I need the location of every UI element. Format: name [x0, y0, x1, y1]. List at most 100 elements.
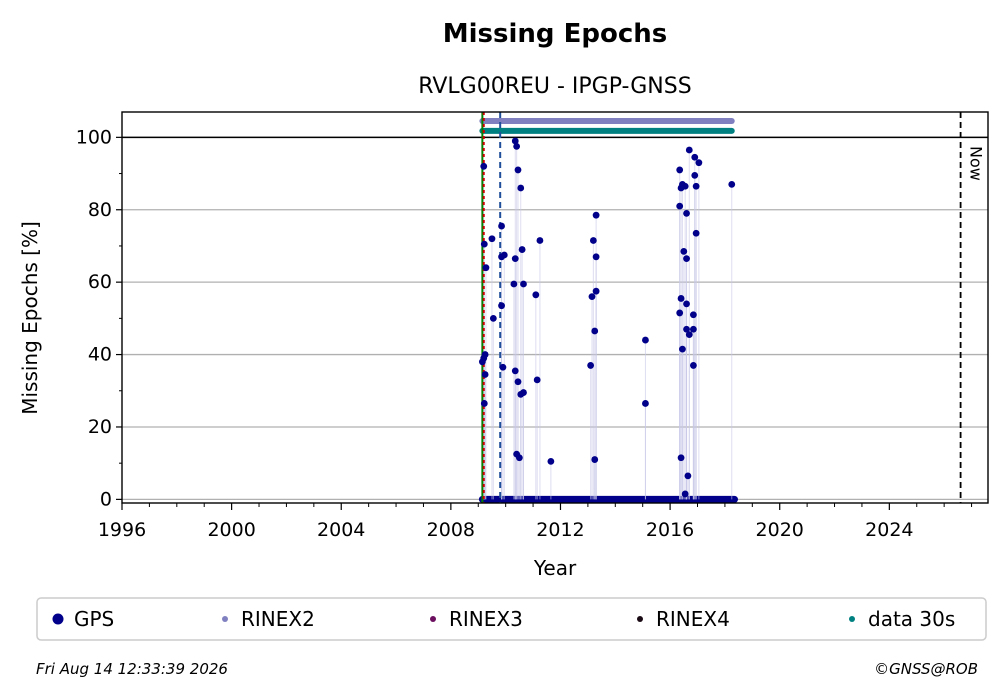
event-lines: Now	[481, 112, 986, 503]
gps-point-64	[679, 345, 686, 353]
gps-point-10	[498, 222, 505, 230]
x-tick-label-2000: 2000	[207, 519, 255, 541]
axes: 0 20 40 60 80 100 1996 2000 2004 2008 2012 2016 2020…	[76, 111, 989, 541]
chart-subtitle: RVLG00REU - IPGP-GNSS	[418, 74, 691, 99]
legend-label-2: RINEX3	[449, 607, 523, 631]
x-axis-label: Year	[533, 556, 577, 580]
gps-point-56	[692, 229, 700, 237]
gps-point-8	[488, 235, 496, 243]
gps-point-57	[677, 295, 685, 302]
gps-point-39	[587, 362, 595, 369]
gps-point-38	[591, 327, 599, 335]
x-tick-label-2020: 2020	[756, 519, 804, 541]
gps-point-23	[511, 367, 519, 375]
gps-point-63	[685, 331, 693, 339]
footer-credit: ©GNSS@ROB	[874, 660, 978, 678]
grid-lines	[122, 136, 988, 501]
gps-point-62	[689, 325, 697, 333]
gps-point-26	[520, 389, 527, 396]
gps-point-42	[642, 400, 649, 407]
gps-point-58	[683, 300, 690, 308]
legend-label-3: RINEX4	[656, 607, 730, 631]
gps-point-47	[676, 202, 684, 210]
legend-box	[36, 597, 987, 641]
gps-point-65	[689, 362, 697, 369]
gps-point-68	[681, 490, 689, 498]
gps-point-7	[480, 400, 488, 407]
y-tick-label-80: 80	[88, 199, 112, 221]
gps-point-29	[536, 237, 544, 244]
gps-point-34	[589, 237, 597, 244]
footer-timestamp: Fri Aug 14 12:33:39 2026	[36, 660, 228, 678]
gps-point-18	[517, 184, 525, 192]
legend-label-4: data 30s	[868, 607, 955, 631]
gps-point-55	[683, 255, 690, 263]
y-axis-label: Missing Epochs [%]	[18, 221, 42, 415]
gps-point-9	[489, 314, 497, 322]
legend-marker-4	[849, 616, 855, 622]
gps-point-32	[547, 457, 555, 465]
gps-point-59	[676, 309, 684, 317]
gps-point-3	[480, 162, 488, 170]
gps-point-33	[592, 211, 600, 219]
gps-point-69	[728, 181, 736, 188]
gps-point-14	[499, 363, 507, 371]
y-tick-label-60: 60	[88, 271, 112, 293]
gps-point-31	[533, 376, 541, 384]
now-label: Now	[967, 146, 986, 181]
gps-point-12	[500, 251, 508, 259]
y-tick-label-40: 40	[88, 344, 112, 366]
gps-point-41	[642, 336, 649, 344]
gps-point-53	[692, 182, 700, 190]
gps-point-20	[518, 246, 526, 253]
legend-marker-2	[430, 616, 436, 622]
x-tick-label-2024: 2024	[865, 519, 913, 541]
gps-point-28	[515, 454, 523, 462]
gps-point-15	[511, 137, 519, 145]
legend-label-0: GPS	[74, 607, 114, 631]
legend-marker-3	[637, 616, 643, 622]
gps-point-43	[676, 166, 684, 174]
gps-point-61	[683, 325, 690, 333]
plot-frame	[121, 111, 989, 504]
chart-title: Missing Epochs	[443, 19, 667, 49]
gps-point-54	[680, 247, 688, 255]
gps-point-48	[683, 209, 690, 217]
gps-point-37	[588, 293, 596, 301]
legend: GPS RINEX2 RINEX3 RINEX4 data 30s	[36, 597, 987, 641]
gps-point-52	[691, 171, 699, 179]
gps-point-13	[498, 302, 505, 310]
gps-point-40	[591, 456, 599, 463]
gps-point-2	[481, 351, 489, 358]
gps-point-36	[592, 287, 600, 295]
gps-point-16	[513, 142, 521, 150]
gps-point-30	[532, 291, 540, 299]
x-tick-label-2004: 2004	[317, 519, 365, 541]
gps-point-35	[592, 253, 600, 261]
legend-marker-1	[222, 616, 228, 622]
x-tick-label-1996: 1996	[98, 519, 146, 541]
gps-points	[478, 137, 736, 498]
gps-point-17	[514, 166, 522, 174]
gps-point-50	[691, 153, 699, 161]
gps-point-51	[695, 159, 703, 167]
y-tick-label-20: 20	[88, 416, 112, 438]
y-tick-label-100: 100	[76, 126, 112, 148]
legend-marker-0	[52, 613, 64, 625]
gps-point-66	[677, 454, 685, 462]
gps-point-4	[480, 240, 488, 248]
data-bars	[478, 118, 739, 503]
gps-point-22	[520, 280, 527, 288]
point-stems	[481, 140, 733, 500]
gps-point-67	[684, 472, 692, 480]
gps-point-19	[511, 255, 519, 263]
gps-point-49	[685, 146, 693, 154]
x-tick-label-2008: 2008	[427, 519, 475, 541]
x-tick-label-2016: 2016	[646, 519, 694, 541]
gps-point-5	[482, 264, 490, 272]
x-tick-label-2012: 2012	[536, 519, 584, 541]
gps-point-24	[514, 378, 522, 386]
legend-label-1: RINEX2	[241, 607, 315, 631]
y-tick-label-0: 0	[100, 488, 112, 510]
